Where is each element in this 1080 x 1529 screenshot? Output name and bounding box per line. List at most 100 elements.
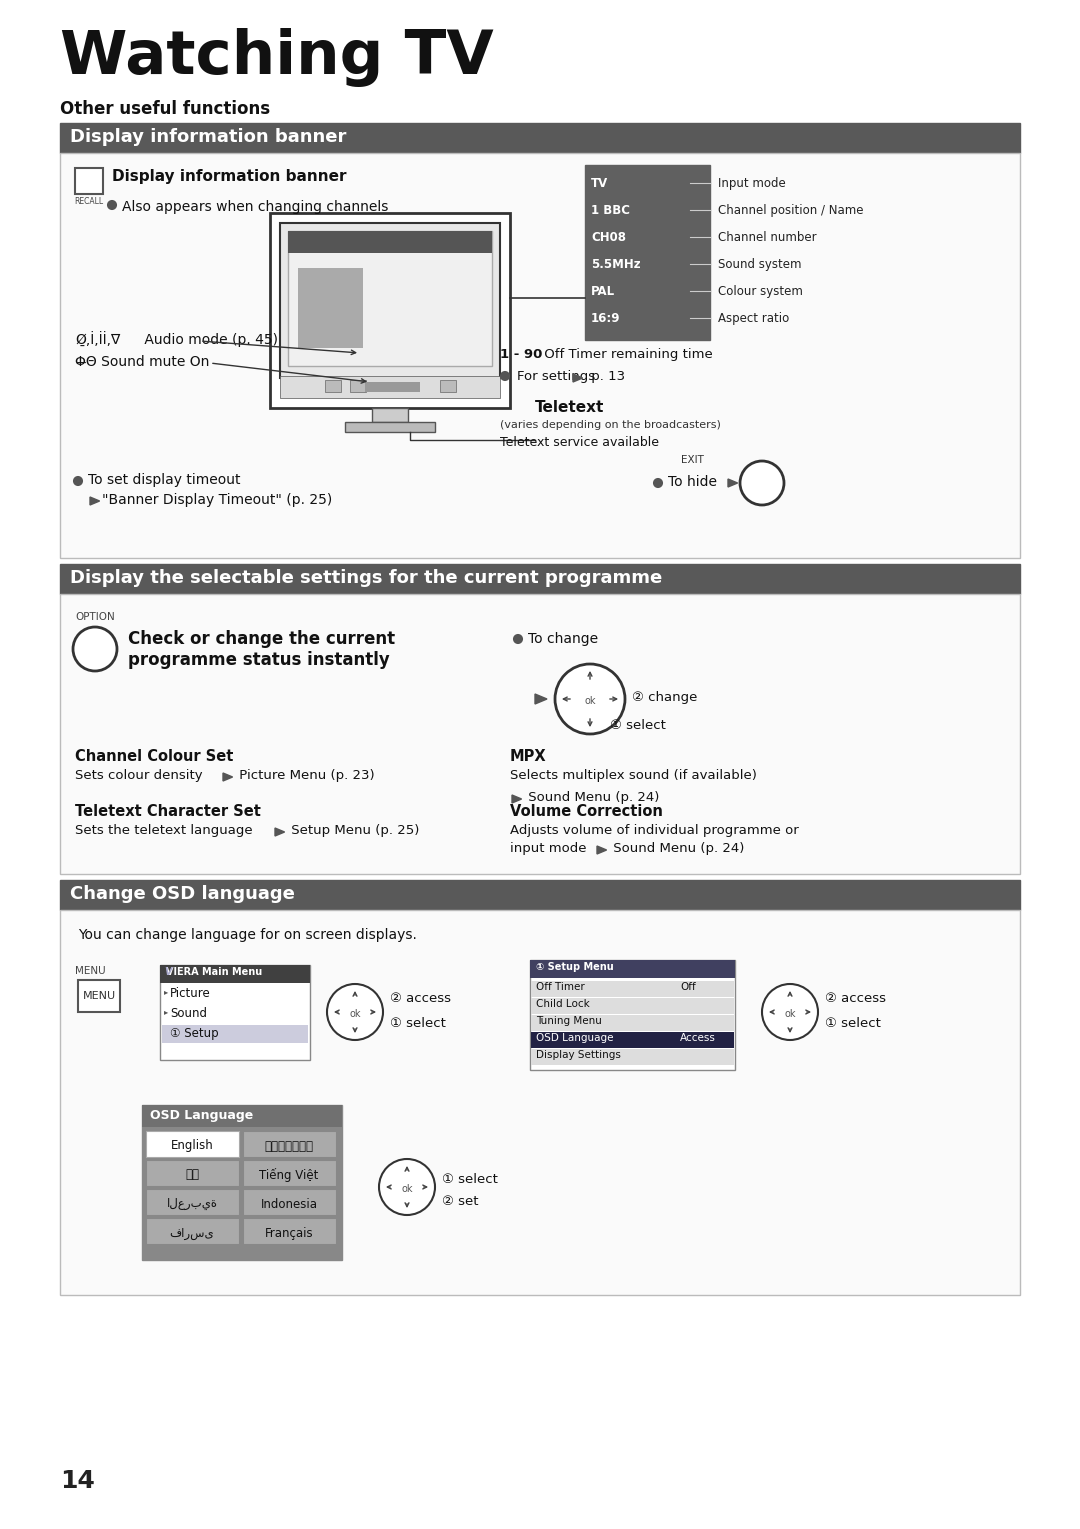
Text: Display the selectable settings for the current programme: Display the selectable settings for the …	[70, 569, 662, 587]
Bar	[280, 376, 500, 398]
Text: EXIT: EXIT	[680, 456, 703, 465]
Text: Français: Français	[265, 1226, 313, 1240]
Text: programme status instantly: programme status instantly	[129, 651, 390, 670]
Bar	[60, 564, 1020, 593]
Text: Teletext Character Set: Teletext Character Set	[75, 804, 261, 820]
Text: Channel position / Name: Channel position / Name	[718, 203, 864, 217]
Text: 中文: 中文	[185, 1168, 199, 1182]
Text: You can change language for on screen displays.: You can change language for on screen di…	[78, 928, 417, 942]
Circle shape	[73, 627, 117, 671]
Bar	[365, 382, 420, 391]
Text: "Banner Display Timeout" (p. 25): "Banner Display Timeout" (p. 25)	[102, 492, 333, 508]
Text: Teletext service available: Teletext service available	[500, 436, 659, 450]
Bar	[280, 223, 500, 378]
Text: Sets colour density: Sets colour density	[75, 769, 207, 781]
Bar	[530, 960, 735, 979]
Polygon shape	[728, 479, 738, 488]
Text: Channel Colour Set: Channel Colour Set	[75, 749, 233, 764]
Text: ② change: ② change	[632, 691, 698, 703]
Text: ok: ok	[402, 1183, 413, 1194]
Polygon shape	[597, 846, 607, 855]
Circle shape	[514, 635, 522, 644]
Text: RECALL: RECALL	[75, 197, 104, 206]
Text: Tuning Menu: Tuning Menu	[536, 1015, 602, 1026]
Text: Display Settings: Display Settings	[536, 1050, 621, 1060]
Text: Indonesia: Indonesia	[260, 1197, 318, 1211]
Text: ok: ok	[784, 1009, 796, 1018]
Text: 5.5MHz: 5.5MHz	[591, 258, 640, 271]
Bar	[141, 1105, 342, 1127]
Text: OSD Language: OSD Language	[150, 1109, 253, 1122]
Text: العربية: العربية	[166, 1197, 217, 1211]
Bar	[243, 1219, 336, 1245]
Text: Setup Menu (p. 25): Setup Menu (p. 25)	[287, 824, 419, 836]
Text: ① select: ① select	[825, 1017, 881, 1031]
Text: ② access: ② access	[825, 992, 886, 1005]
Bar	[531, 1032, 734, 1047]
Bar	[60, 153, 1020, 558]
Text: ok: ok	[584, 696, 596, 706]
Circle shape	[762, 985, 818, 1040]
Text: VIERA Main Menu: VIERA Main Menu	[166, 966, 262, 977]
Text: Ø̱,İ,İİ,∇: Ø̱,İ,İİ,∇	[75, 333, 120, 349]
Bar	[531, 1049, 734, 1066]
Bar	[270, 213, 510, 408]
Text: ② access: ② access	[390, 992, 451, 1005]
Bar	[243, 1161, 336, 1187]
Polygon shape	[90, 497, 99, 505]
Bar	[440, 381, 456, 391]
Text: ▸: ▸	[164, 1008, 168, 1015]
Text: MENU: MENU	[82, 991, 116, 1001]
Text: input mode: input mode	[510, 842, 591, 855]
Text: OPTION: OPTION	[75, 612, 114, 622]
Text: 16:9: 16:9	[591, 312, 621, 326]
Text: 1 - 90: 1 - 90	[500, 349, 542, 361]
Circle shape	[654, 479, 662, 488]
Text: ok: ok	[349, 1009, 361, 1018]
Bar	[243, 1131, 336, 1157]
Text: ▸: ▸	[164, 988, 168, 995]
Circle shape	[501, 372, 509, 381]
Text: Aspect ratio: Aspect ratio	[718, 312, 789, 326]
Text: To change: To change	[528, 631, 598, 645]
Text: 1 BBC: 1 BBC	[591, 203, 630, 217]
Text: Also appears when changing channels: Also appears when changing channels	[122, 200, 389, 214]
Text: Picture: Picture	[170, 988, 211, 1000]
Text: CH08: CH08	[591, 231, 626, 245]
Polygon shape	[535, 694, 546, 703]
Bar	[531, 998, 734, 1014]
Text: Φ̶Θ Sound mute On: Φ̶Θ Sound mute On	[75, 355, 210, 368]
Text: Off: Off	[680, 982, 696, 992]
Polygon shape	[275, 829, 285, 836]
Bar	[298, 268, 363, 349]
Text: Selects multiplex sound (if available): Selects multiplex sound (if available)	[510, 769, 757, 781]
Bar	[78, 980, 120, 1012]
Bar	[585, 165, 710, 339]
Text: Picture Menu (p. 23): Picture Menu (p. 23)	[235, 769, 375, 781]
Text: Off Timer: Off Timer	[536, 982, 584, 992]
Text: ① select: ① select	[610, 719, 666, 732]
Text: To hide: To hide	[669, 476, 721, 489]
Text: Sound system: Sound system	[718, 258, 801, 271]
Bar	[160, 965, 310, 1060]
Bar	[243, 1190, 336, 1216]
Circle shape	[327, 985, 383, 1040]
Bar	[146, 1131, 239, 1157]
Text: For settings: For settings	[517, 370, 599, 382]
Circle shape	[108, 200, 116, 209]
Bar	[531, 982, 734, 997]
Text: To set display timeout: To set display timeout	[87, 472, 241, 488]
Circle shape	[75, 477, 82, 485]
Text: فارسی: فارسی	[170, 1226, 214, 1240]
Text: Volume Correction: Volume Correction	[510, 804, 663, 820]
Text: ① Setup Menu: ① Setup Menu	[536, 962, 613, 972]
Text: Access: Access	[680, 1034, 716, 1043]
Text: TV: TV	[591, 177, 608, 190]
Text: Teletext: Teletext	[535, 401, 605, 414]
Bar	[146, 1219, 239, 1245]
Bar	[75, 168, 103, 194]
Bar	[288, 231, 492, 252]
Text: Check or change the current: Check or change the current	[129, 630, 395, 648]
Text: Channel number: Channel number	[718, 231, 816, 245]
Bar	[325, 381, 341, 391]
